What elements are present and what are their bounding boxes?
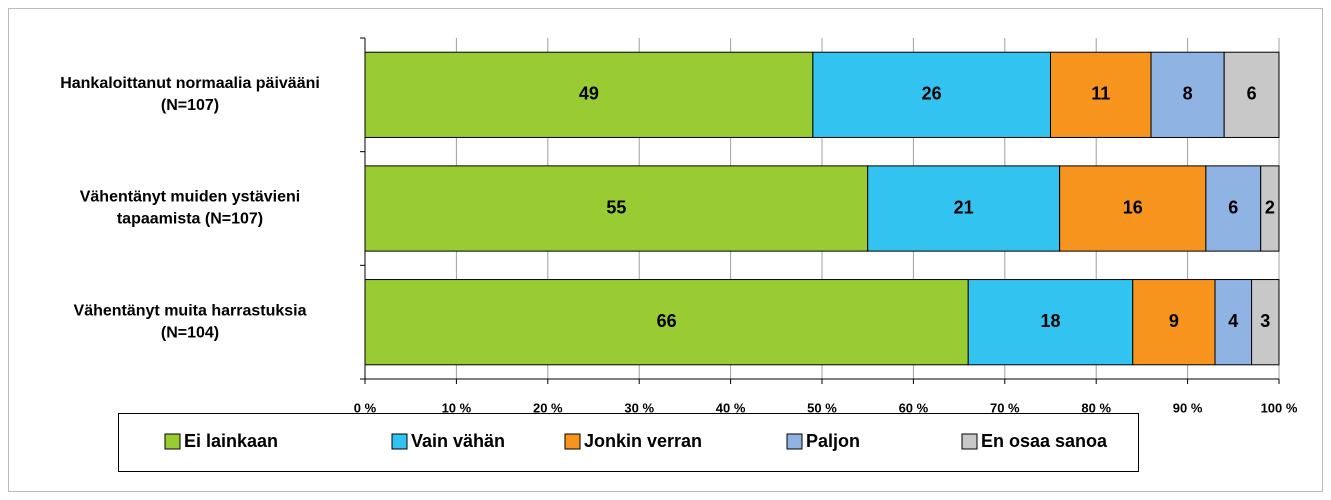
data-label: 21 [954, 197, 974, 217]
category-label: tapaamista (N=107) [117, 211, 263, 228]
bar-segment [364, 51, 814, 138]
category-label: (N=104) [161, 324, 219, 341]
category-label: Hankaloittanut normaalia päivääni [60, 75, 320, 92]
data-label: 3 [1260, 311, 1270, 331]
data-label: 66 [657, 311, 677, 331]
bar-segment [1132, 279, 1216, 366]
legend-swatch [391, 433, 408, 450]
data-label: 16 [1123, 197, 1143, 217]
bar-segment [1214, 279, 1253, 366]
data-label: 8 [1183, 84, 1193, 104]
data-label: 49 [579, 84, 599, 104]
data-label: 2 [1265, 197, 1275, 217]
legend-swatch [961, 433, 978, 450]
legend-label: Paljon [806, 431, 860, 451]
category-label: Vähentänyt muita harrastuksia [74, 302, 307, 319]
bar-segment [1205, 165, 1262, 252]
bar-segment [1050, 51, 1152, 138]
x-tick-label: 0 % [354, 400, 377, 415]
bar-segment [1251, 279, 1280, 366]
bar-segment [1223, 51, 1280, 138]
category-label: Vähentänyt muiden ystävieni [80, 189, 301, 206]
x-tick-label: 90 % [1173, 400, 1203, 415]
bar-segment [1150, 51, 1225, 138]
category-label: (N=107) [161, 97, 219, 114]
data-label: 9 [1169, 311, 1179, 331]
x-tick-label: 50 % [807, 400, 837, 415]
data-label: 11 [1091, 84, 1110, 104]
x-tick-label: 40 % [716, 400, 746, 415]
x-tick-label: 70 % [990, 400, 1020, 415]
x-tick-label: 10 % [442, 400, 472, 415]
legend-swatch [564, 433, 581, 450]
legend-label: Vain vähän [411, 431, 505, 451]
data-label: 4 [1228, 311, 1238, 331]
legend-label: Jonkin verran [584, 431, 702, 451]
bar-segment [1059, 165, 1207, 252]
legend-swatch [786, 433, 803, 450]
data-label: 26 [922, 84, 942, 104]
x-tick-label: 60 % [899, 400, 929, 415]
data-label: 55 [606, 197, 626, 217]
data-label: 6 [1228, 197, 1238, 217]
legend-swatch [164, 433, 181, 450]
bar-segment [1260, 165, 1280, 252]
x-tick-label: 80 % [1081, 400, 1111, 415]
bar-segment [364, 279, 969, 366]
bar-segment [364, 165, 869, 252]
x-tick-label: 100 % [1261, 400, 1298, 415]
data-label: 6 [1247, 84, 1257, 104]
x-tick-label: 30 % [624, 400, 654, 415]
bar-segment [812, 51, 1051, 138]
legend-label: En osaa sanoa [981, 431, 1108, 451]
data-label: 18 [1040, 311, 1060, 331]
legend-label: Ei lainkaan [184, 431, 278, 451]
x-tick-label: 20 % [533, 400, 563, 415]
bar-segment [967, 279, 1134, 366]
